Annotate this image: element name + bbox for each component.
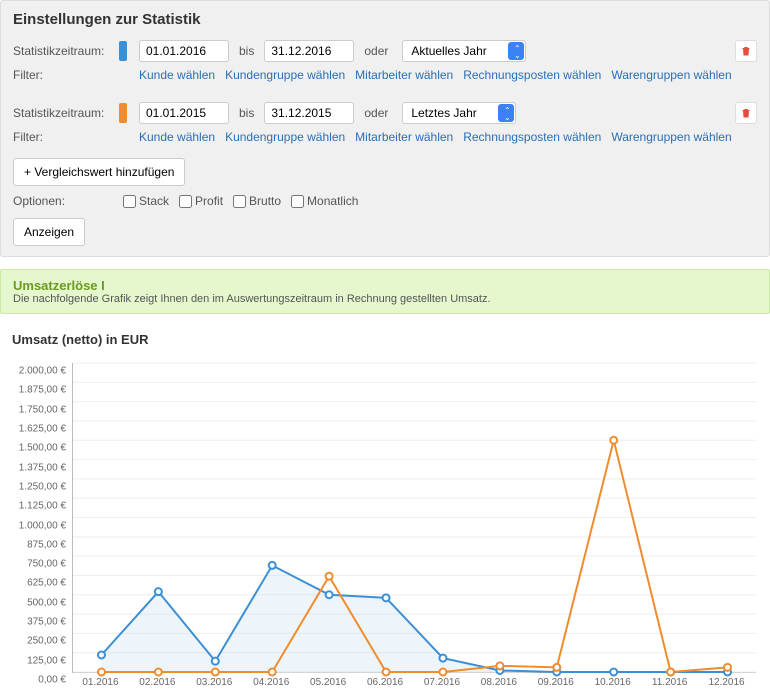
oder-label: oder	[364, 106, 388, 120]
revenue-chart: 0,00 € 125,00 € 250,00 € 375,00 € 500,00 € 62…	[10, 355, 760, 695]
filter-link[interactable]: Rechnungsposten wählen	[463, 68, 601, 82]
filter-link[interactable]: Kunde wählen	[139, 130, 215, 144]
delete-series-button[interactable]	[735, 102, 757, 124]
y-tick-label: 750,00 €	[27, 559, 66, 570]
trash-icon	[740, 107, 752, 119]
plot-area	[72, 363, 756, 673]
x-tick-label: 12.2016	[708, 677, 744, 688]
x-tick-label: 02.2016	[139, 677, 175, 688]
chart-title: Umsatz (netto) in EUR	[12, 332, 770, 347]
y-tick-label: 1.125,00 €	[19, 501, 66, 512]
data-point	[496, 662, 503, 669]
period-select[interactable]: Aktuelles Jahr	[402, 40, 526, 62]
options-row: Optionen: Stack Profit Brutto Monatlich	[13, 194, 757, 208]
y-tick-label: 1.875,00 €	[19, 385, 66, 396]
data-point	[269, 562, 276, 569]
checkbox-stack[interactable]	[123, 195, 136, 208]
filter-label: Filter:	[13, 68, 113, 82]
oder-label: oder	[364, 44, 388, 58]
data-point	[610, 437, 617, 444]
date-to-input[interactable]	[264, 102, 354, 124]
data-point	[212, 658, 219, 665]
banner-title: Umsatzerlöse I	[13, 278, 757, 293]
data-point	[98, 652, 105, 659]
x-tick-label: 10.2016	[595, 677, 631, 688]
delete-series-button[interactable]	[735, 40, 757, 62]
filter-links: Kunde wählen Kundengruppe wählen Mitarbeit…	[139, 130, 732, 144]
x-tick-label: 04.2016	[253, 677, 289, 688]
x-tick-label: 01.2016	[82, 677, 118, 688]
data-point	[724, 664, 731, 671]
data-point	[439, 655, 446, 662]
series-area	[101, 565, 727, 672]
options-label: Optionen:	[13, 194, 113, 208]
x-tick-label: 06.2016	[367, 677, 403, 688]
y-tick-label: 0,00 €	[38, 675, 66, 686]
filter-link[interactable]: Rechnungsposten wählen	[463, 130, 601, 144]
period-label: Statistikzeitraum:	[13, 44, 113, 58]
banner-desc: Die nachfolgende Grafik zeigt Ihnen den …	[13, 293, 757, 305]
series-color-swatch	[119, 103, 127, 123]
filter-link[interactable]: Kunde wählen	[139, 68, 215, 82]
y-tick-label: 1.500,00 €	[19, 443, 66, 454]
filter-link[interactable]: Kundengruppe wählen	[225, 68, 345, 82]
add-compare-button[interactable]: + Vergleichswert hinzufügen	[13, 158, 185, 186]
filter-link[interactable]: Mitarbeiter wählen	[355, 68, 453, 82]
option-stack[interactable]: Stack	[123, 194, 169, 208]
period-label: Statistikzeitraum:	[13, 106, 113, 120]
x-tick-label: 05.2016	[310, 677, 346, 688]
show-button[interactable]: Anzeigen	[13, 218, 85, 246]
data-point	[155, 588, 162, 595]
checkbox-profit[interactable]	[179, 195, 192, 208]
period-select[interactable]: Letztes Jahr	[402, 102, 516, 124]
checkbox-monatlich[interactable]	[291, 195, 304, 208]
info-banner: Umsatzerlöse I Die nachfolgende Grafik z…	[0, 269, 770, 314]
data-point	[383, 594, 390, 601]
date-from-input[interactable]	[139, 40, 229, 62]
x-tick-label: 11.2016	[652, 677, 687, 688]
option-brutto[interactable]: Brutto	[233, 194, 281, 208]
date-from-input[interactable]	[139, 102, 229, 124]
filter-link[interactable]: Warengruppen wählen	[611, 68, 731, 82]
data-point	[326, 573, 333, 580]
x-tick-label: 07.2016	[424, 677, 460, 688]
x-tick-label: 09.2016	[538, 677, 574, 688]
y-axis-labels: 0,00 €125,00 €250,00 €375,00 €500,00 €62…	[10, 363, 70, 673]
bis-label: bis	[239, 106, 254, 120]
series-color-swatch	[119, 41, 127, 61]
filter-label: Filter:	[13, 130, 113, 144]
y-tick-label: 625,00 €	[27, 578, 66, 589]
y-tick-label: 1.000,00 €	[19, 520, 66, 531]
panel-title: Einstellungen zur Statistik	[13, 11, 757, 28]
filter-link[interactable]: Kundengruppe wählen	[225, 130, 345, 144]
filter-links: Kunde wählen Kundengruppe wählen Mitarbeit…	[139, 68, 732, 82]
checkbox-brutto[interactable]	[233, 195, 246, 208]
y-tick-label: 375,00 €	[27, 617, 66, 628]
settings-panel: Einstellungen zur Statistik Statistikzei…	[0, 0, 770, 257]
y-tick-label: 1.750,00 €	[19, 404, 66, 415]
y-tick-label: 1.375,00 €	[19, 462, 66, 473]
y-tick-label: 250,00 €	[27, 636, 66, 647]
filter-link[interactable]: Mitarbeiter wählen	[355, 130, 453, 144]
bis-label: bis	[239, 44, 254, 58]
y-tick-label: 875,00 €	[27, 539, 66, 550]
y-tick-label: 2.000,00 €	[19, 366, 66, 377]
y-tick-label: 1.625,00 €	[19, 423, 66, 434]
trash-icon	[740, 45, 752, 57]
x-axis-labels: 01.2016 02.2016 03.2016 04.2016 05.2016 06.20…	[72, 675, 756, 695]
x-tick-label: 08.2016	[481, 677, 517, 688]
filter-link[interactable]: Warengruppen wählen	[611, 130, 731, 144]
y-tick-label: 125,00 €	[27, 655, 66, 666]
option-monatlich[interactable]: Monatlich	[291, 194, 358, 208]
y-tick-label: 500,00 €	[27, 597, 66, 608]
data-point	[553, 664, 560, 671]
date-to-input[interactable]	[264, 40, 354, 62]
data-point	[326, 591, 333, 598]
option-profit[interactable]: Profit	[179, 194, 223, 208]
x-tick-label: 03.2016	[196, 677, 232, 688]
y-tick-label: 1.250,00 €	[19, 481, 66, 492]
